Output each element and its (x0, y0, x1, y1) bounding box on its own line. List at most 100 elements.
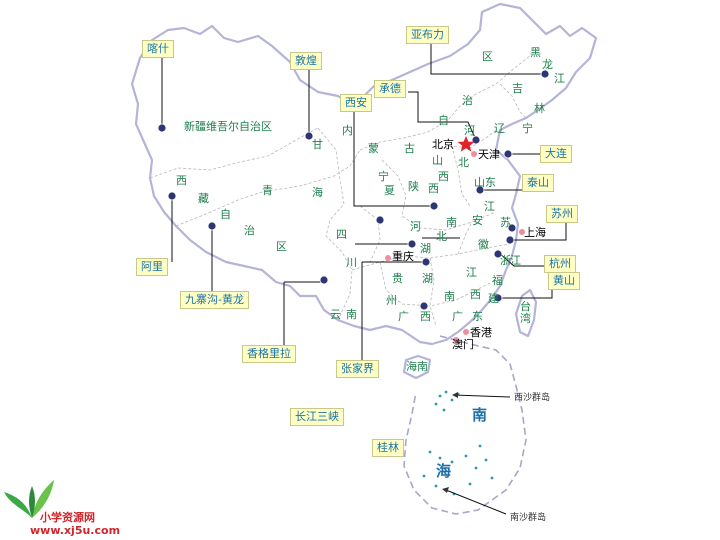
province-label: 黑 (530, 46, 541, 59)
province-label: 海 (312, 185, 323, 199)
location-pin-icon (207, 221, 217, 231)
province-label: 东 (472, 310, 483, 323)
province-label: 台 (520, 299, 531, 313)
callout-dunhuang: 敦煌 (290, 52, 322, 70)
province-label: 蒙 (368, 142, 379, 155)
location-pin-icon (540, 69, 550, 79)
callout-xian: 西安 (340, 94, 372, 112)
province-label: 山东 (474, 176, 496, 189)
province-label: 区 (276, 240, 287, 253)
location-pin-icon (304, 131, 314, 141)
province-label: 自 (438, 114, 449, 127)
brand-url: www.xj5u.com (30, 524, 121, 537)
province-border (429, 257, 437, 327)
province-label: 区 (482, 50, 493, 63)
province-label: 江 (554, 72, 565, 85)
province-label: 苏 (500, 216, 511, 229)
province-border (379, 261, 497, 307)
province-label-xinjiang: 新疆维吾尔自治区 (184, 119, 272, 133)
xisha-islands-label: 西沙群岛 (514, 391, 550, 403)
arrow-lines (442, 392, 511, 515)
callout-shangrila: 香格里拉 (242, 345, 296, 363)
province-label: 江 (466, 266, 477, 279)
callout-yabuli: 亚布力 (406, 26, 449, 44)
callout-jiuzhaigou: 九寨沟-黄龙 (180, 291, 249, 309)
province-label: 南 (444, 290, 455, 303)
province-label: 河 (410, 220, 421, 233)
province-label: 北 (458, 156, 469, 169)
province-label: 龙 (542, 58, 553, 71)
city-label-beijing: 北京 (432, 137, 454, 151)
location-pin-icon (503, 149, 513, 159)
province-label: 宁 (522, 121, 533, 135)
province-label: 徽 (478, 237, 489, 251)
province-label: 南 (346, 308, 357, 321)
province-label: 西 (420, 310, 431, 323)
location-pin-icon (493, 249, 503, 259)
province-label: 湾 (520, 311, 531, 325)
city-label-macau: 澳门 (452, 337, 474, 351)
south-china-sea-boundary (403, 335, 527, 515)
city-label-shanghai: 上海 (524, 225, 546, 239)
location-pin-icon (419, 301, 429, 311)
location-pin-icon (167, 191, 177, 201)
callout-ali: 阿里 (136, 258, 168, 276)
province-label: 西 (438, 170, 449, 183)
province-border (149, 127, 319, 179)
province-label: 自 (220, 208, 231, 221)
province-label: 海南 (406, 359, 428, 373)
province-border (359, 205, 381, 263)
leader-lines (161, 40, 567, 364)
province-label: 河 (464, 124, 475, 137)
callout-suzhou: 苏州 (546, 205, 578, 223)
city-dots (385, 151, 525, 343)
province-label: 山 (432, 154, 443, 167)
province-border (359, 55, 531, 151)
location-pin-icon (421, 257, 431, 267)
city-label-chongqing: 重庆 (392, 249, 414, 263)
location-pin-icon (375, 215, 385, 225)
province-label: 吉 (512, 82, 523, 95)
province-label: 治 (244, 223, 255, 237)
province-border (457, 221, 473, 255)
nansha-islands-label: 南沙群岛 (510, 511, 546, 523)
taiwan-island (514, 288, 538, 338)
province-border (175, 149, 361, 227)
location-pin-icon (429, 201, 439, 211)
province-label: 西 (428, 182, 439, 195)
province-border (499, 83, 527, 119)
callout-guilin: 桂林 (372, 439, 404, 457)
province-border (381, 159, 497, 231)
callout-zhangjiajie: 张家界 (336, 360, 379, 378)
province-label: 福 (492, 273, 503, 287)
location-pin-icon (407, 239, 417, 249)
province-label: 浙 (500, 254, 511, 267)
province-label: 川 (346, 256, 357, 269)
province-label: 藏 (198, 192, 209, 205)
province-border (317, 127, 353, 321)
province-label: 陕 (408, 179, 419, 193)
province-label: 江 (484, 200, 495, 213)
province-label: 北 (436, 230, 447, 243)
sea-label-hai: 海 (436, 462, 451, 480)
province-label: 林 (534, 101, 545, 115)
callout-chengde: 承德 (374, 80, 406, 98)
callout-hangzhou: 杭州 (544, 255, 576, 273)
city-label-tianjin: 天津 (478, 148, 500, 161)
province-label: 甘 (312, 138, 323, 151)
province-label: 西 (176, 174, 187, 187)
location-pin-icon (505, 235, 515, 245)
province-label: 安 (472, 213, 483, 227)
callout-kashgar: 喀什 (142, 40, 174, 58)
city-label-hongkong: 香港 (470, 326, 492, 339)
province-labels: 新疆维吾尔自治区 西 藏 自 治 区 青 海 甘 内 蒙 古 自 治 区 宁 夏… (176, 46, 565, 373)
province-label: 宁 (378, 169, 389, 183)
hainan-island (402, 354, 432, 380)
province-label: 辽 (494, 122, 505, 135)
leaf-logo-icon (4, 480, 54, 518)
province-label: 西 (470, 288, 481, 301)
location-pin-icon (319, 275, 329, 285)
callout-dalian: 大连 (540, 145, 572, 163)
province-label: 四 (336, 228, 347, 241)
